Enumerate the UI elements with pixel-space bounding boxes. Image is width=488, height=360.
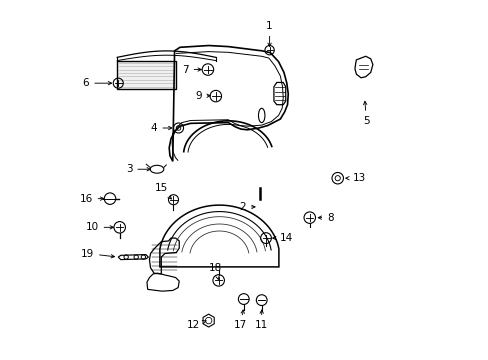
Text: 3: 3 (125, 164, 150, 174)
Text: 4: 4 (150, 123, 171, 133)
Text: 8: 8 (318, 213, 333, 222)
Text: 5: 5 (363, 101, 369, 126)
Text: 12: 12 (186, 320, 205, 330)
Text: 2: 2 (239, 202, 255, 212)
Text: 19: 19 (81, 248, 114, 258)
Text: 6: 6 (82, 78, 111, 88)
Text: 10: 10 (85, 222, 113, 232)
Text: 13: 13 (345, 173, 365, 183)
Text: 18: 18 (208, 263, 221, 279)
Text: 14: 14 (272, 233, 293, 243)
Text: 11: 11 (255, 310, 268, 330)
Text: 15: 15 (154, 183, 171, 199)
Bar (117, 61, 176, 89)
Text: 1: 1 (266, 21, 272, 46)
Text: 7: 7 (182, 64, 201, 75)
Text: 16: 16 (79, 194, 103, 204)
Text: 9: 9 (195, 91, 210, 101)
Text: 17: 17 (234, 310, 247, 330)
